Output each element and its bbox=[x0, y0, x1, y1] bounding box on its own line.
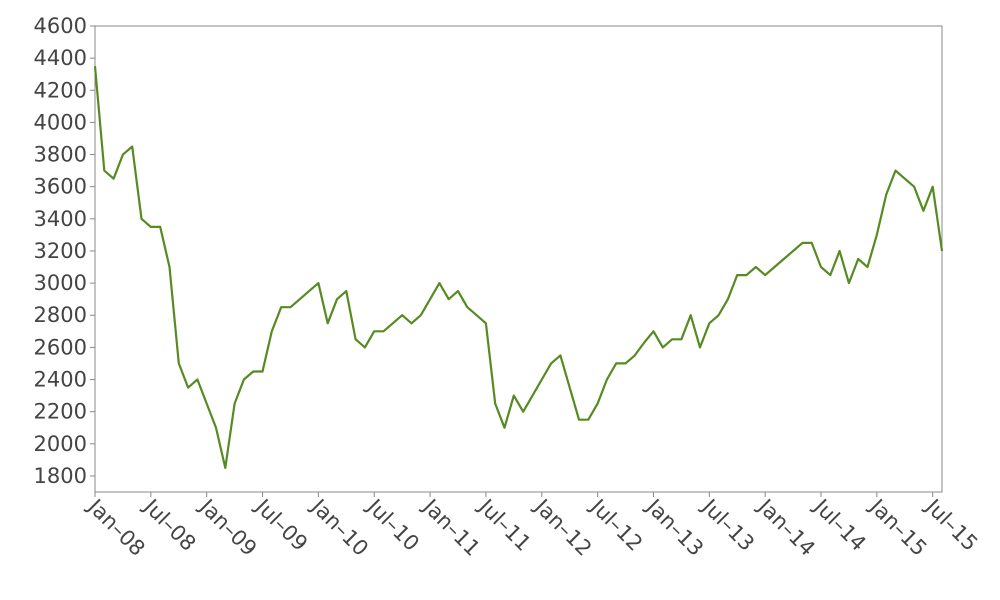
y-tick-label: 4000 bbox=[34, 110, 87, 134]
y-tick-label: 3400 bbox=[34, 207, 87, 231]
x-tick-label: Jul–10 bbox=[361, 493, 424, 556]
y-tick-label: 2000 bbox=[34, 432, 87, 456]
x-tick-label: Jan–14 bbox=[752, 493, 820, 561]
x-tick-label: Jan–10 bbox=[305, 493, 373, 561]
x-tick-label: Jul–09 bbox=[250, 493, 313, 556]
y-tick-label: 4200 bbox=[34, 78, 87, 102]
x-tick-label: Jan–13 bbox=[641, 493, 709, 561]
y-tick-label: 2600 bbox=[34, 335, 87, 359]
y-tick-label: 2200 bbox=[34, 400, 87, 424]
x-tick-label: Jul–14 bbox=[808, 493, 871, 556]
x-tick-label: Jan–08 bbox=[82, 493, 150, 561]
x-tick-label: Jul–08 bbox=[138, 493, 201, 556]
x-tick-label: Jul–12 bbox=[585, 493, 648, 556]
y-tick-label: 1800 bbox=[34, 464, 87, 488]
x-tick-label: Jan–11 bbox=[417, 493, 485, 561]
x-tick-label: Jul–13 bbox=[696, 493, 759, 556]
y-tick-label: 4600 bbox=[34, 14, 87, 38]
x-tick-label: Jan–12 bbox=[529, 493, 597, 561]
x-tick-label: Jan–15 bbox=[864, 493, 932, 561]
y-tick-label: 3800 bbox=[34, 143, 87, 167]
data-line bbox=[93, 66, 944, 469]
plot-frame bbox=[94, 25, 943, 493]
y-tick-label: 2400 bbox=[34, 368, 87, 392]
x-tick-label: Jan–09 bbox=[194, 493, 262, 561]
y-tick-label: 3600 bbox=[34, 175, 87, 199]
x-tick-label: Jul–11 bbox=[473, 493, 536, 556]
y-tick-label: 3000 bbox=[34, 271, 87, 295]
x-tick-label: Jul–15 bbox=[920, 493, 983, 556]
y-tick-label: 3200 bbox=[34, 239, 87, 263]
y-tick-label: 2800 bbox=[34, 303, 87, 327]
y-tick-label: 4400 bbox=[34, 46, 87, 70]
